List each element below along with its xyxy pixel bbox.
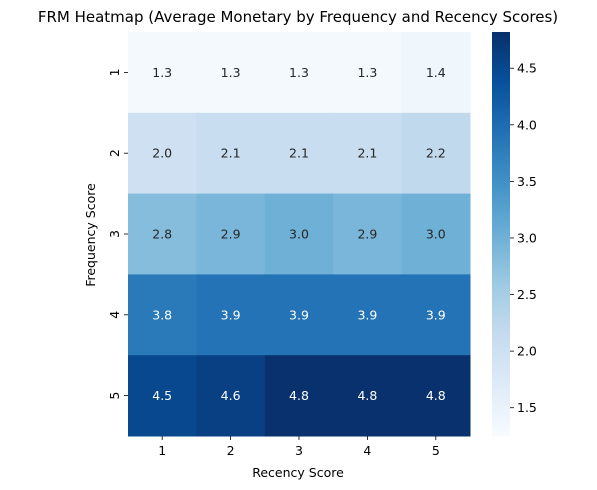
heatmap-cell [128,355,197,437]
heatmap-cell [264,193,334,275]
x-axis-ticks: 1 2 3 4 5 [158,436,440,458]
heatmap-cell [128,274,197,356]
cell-value-label: 3.9 [357,307,377,322]
y-tick-label: 1 [107,68,122,76]
colorbar [492,32,510,436]
cell-value-label: 2.1 [357,146,377,161]
heatmap-cell [264,32,334,114]
x-tick-label: 1 [158,443,166,458]
cell-value-label: 2.9 [357,227,377,242]
x-tick-label: 2 [227,443,235,458]
y-axis-ticks: 1 2 3 4 5 [107,68,128,400]
cell-value-label: 4.6 [221,388,241,403]
cell-value-label: 1.3 [221,65,241,80]
heatmap-cell [333,355,403,437]
cell-value-label: 2.8 [152,227,172,242]
cell-value-label: 2.1 [289,146,309,161]
heatmap-cell [196,193,266,275]
y-tick-label: 2 [107,149,122,157]
x-tick-label: 3 [295,443,303,458]
heatmap-cell [196,32,266,114]
heatmap-cell [401,193,471,275]
y-tick-label: 4 [107,311,122,319]
cell-value-label: 3.9 [426,307,446,322]
cell-value-label: 2.1 [221,146,241,161]
heatmap-cell [128,32,197,114]
x-tick-label: 5 [432,443,440,458]
heatmap-cell [401,274,471,356]
heatmap-cell [401,32,471,114]
cell-value-label: 3.9 [289,307,309,322]
x-tick-label: 4 [363,443,371,458]
heatmap-cell [196,355,266,437]
cell-value-label: 4.8 [357,388,377,403]
y-axis-label: Frequency Score [83,183,98,287]
cell-value-label: 4.8 [426,388,446,403]
heatmap-cell [333,32,403,114]
y-tick-label: 3 [107,230,122,238]
cell-value-label: 4.5 [152,388,172,403]
heatmap-cell [196,274,266,356]
cell-value-label: 3.8 [152,307,172,322]
heatmap-cell [333,112,403,195]
cell-value-label: 1.3 [152,65,172,80]
colorbar-tick-label: 2.0 [517,344,537,359]
colorbar-tick-label: 4.5 [517,61,537,76]
x-axis-label: Recency Score [252,465,344,480]
heatmap-cell [264,355,334,437]
colorbar-tick-label: 3.0 [517,230,537,245]
cell-value-label: 1.3 [289,65,309,80]
colorbar-tick-label: 1.5 [517,400,537,415]
y-tick-label: 5 [107,392,122,400]
heatmap-cell [333,193,403,275]
colorbar-tick-label: 2.5 [517,287,537,302]
cell-value-label: 1.3 [357,65,377,80]
heatmap-cell [401,112,471,195]
cell-value-label: 3.9 [221,307,241,322]
heatmap-cell [128,112,197,195]
heatmap-cell [196,112,266,195]
cell-value-label: 2.2 [426,146,446,161]
heatmap-cells: 1.3 1.3 1.3 1.3 1.4 2.0 2.1 2.1 2.1 2.2 2.8 2.9 3.0 2… [128,32,471,437]
cell-value-label: 3.0 [426,227,446,242]
cell-value-label: 2.0 [152,146,172,161]
colorbar-tick-label: 3.5 [517,174,537,189]
heatmap-cell [128,193,197,275]
colorbar-ticks: 1.5 2.0 2.5 3.0 3.5 4.0 4.5 [510,61,537,415]
cell-value-label: 3.0 [289,227,309,242]
cell-value-label: 4.8 [289,388,309,403]
heatmap-cell [264,274,334,356]
cell-value-label: 2.9 [221,227,241,242]
chart-title: FRM Heatmap (Average Monetary by Frequen… [38,8,558,26]
heatmap-cell [401,355,471,437]
cell-value-label: 1.4 [426,65,446,80]
heatmap-cell [333,274,403,356]
heatmap-cell [264,112,334,195]
colorbar-tick-label: 4.0 [517,117,537,132]
